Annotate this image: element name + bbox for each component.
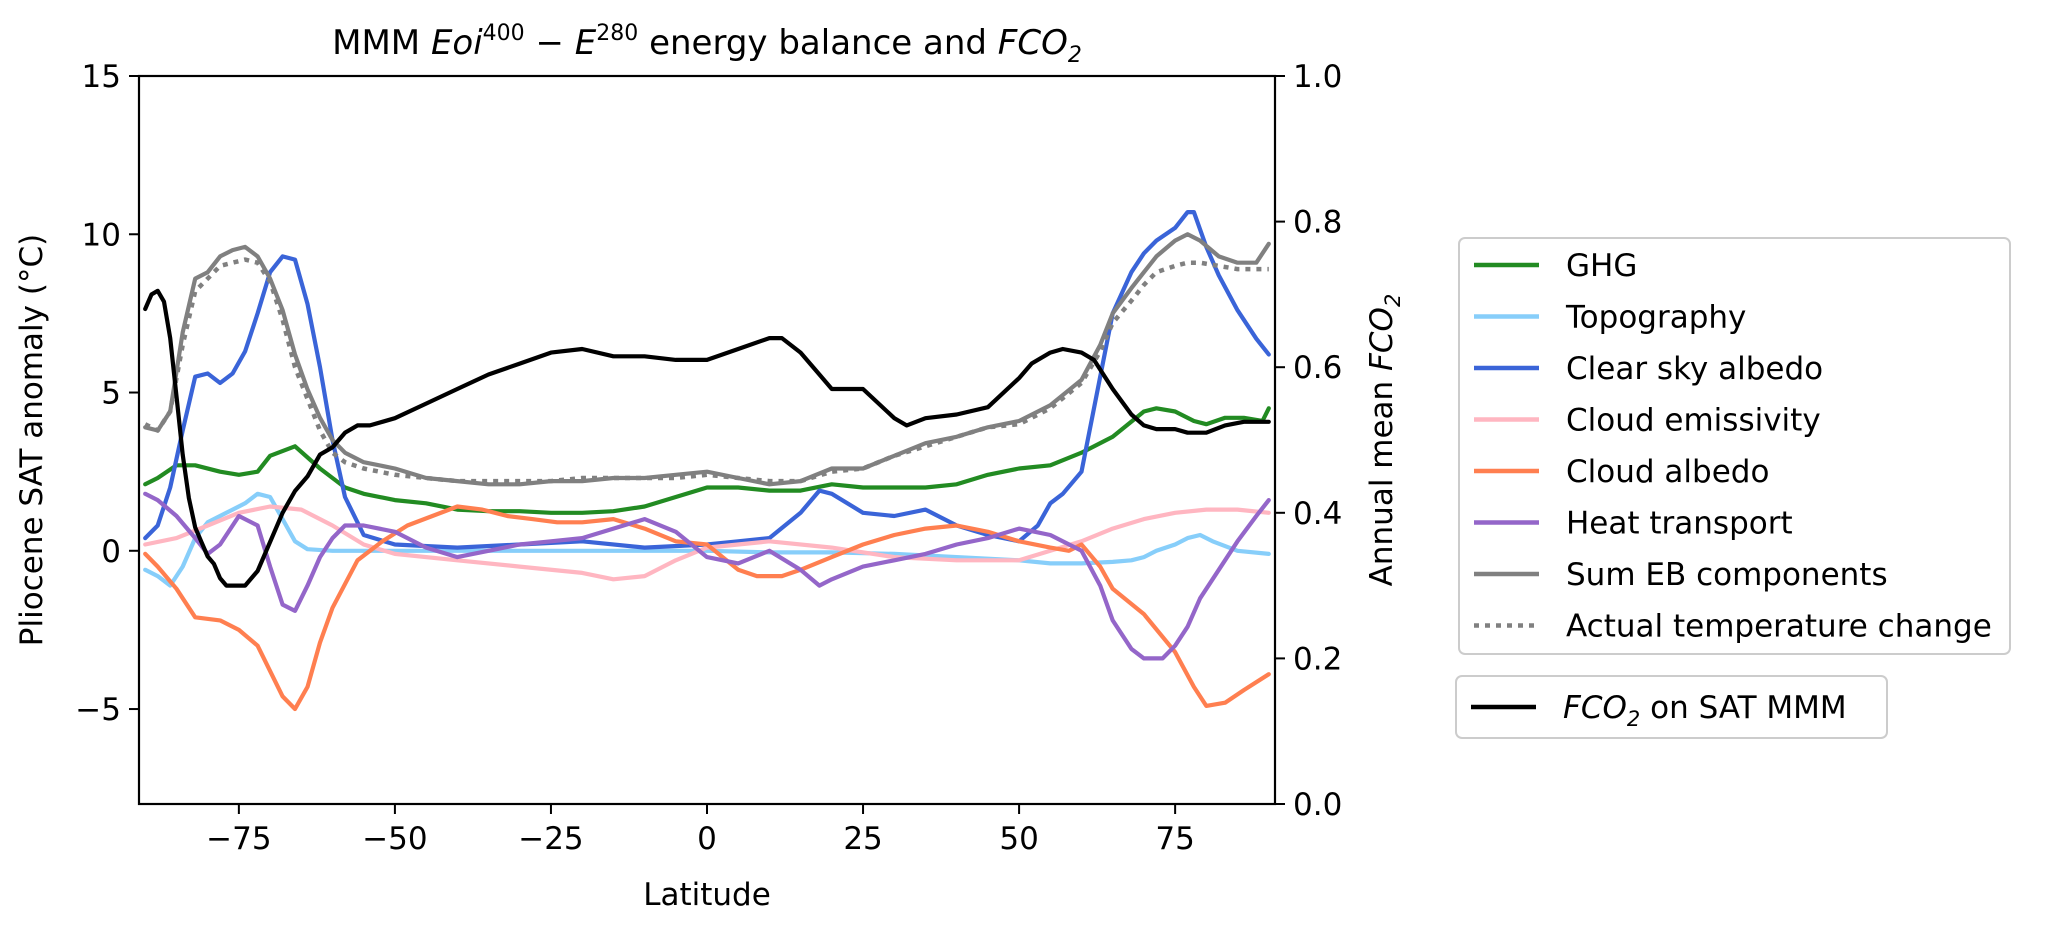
legend-main: GHG Topography Clear sky albedo Cloud emiss…: [1458, 237, 2011, 655]
legend-label-cloud-emissivity: Cloud emissivity: [1566, 403, 1821, 439]
legend-secondary: FCO2 on SAT MMM: [1455, 675, 1888, 739]
series-line-cloud-emissivity: [143, 504, 1271, 582]
x-tick-label: 25: [843, 821, 882, 857]
legend-label-heat-transport: Heat transport: [1566, 506, 1793, 542]
y2-tick-label: 0.4: [1293, 496, 1342, 532]
x-tick-label: −50: [362, 821, 427, 857]
y2-tick-label: 0.0: [1293, 787, 1342, 823]
series-line-sum-eb-components: [143, 232, 1271, 487]
tick-layer: −75 −50 −25 0 25 50 75−50510150.00.20.40.60.81…: [75, 59, 1342, 857]
y2-tick-label: 0.6: [1293, 350, 1342, 386]
y-tick-label: 5: [101, 376, 121, 412]
y-tick-label: 15: [82, 59, 121, 95]
legend-label-topography: Topography: [1565, 300, 1746, 336]
chart-title: MMM Eoi400 − E280 energy balance and FCO…: [332, 21, 1082, 68]
x-tick-label: −25: [518, 821, 583, 857]
series-layer: [143, 210, 1271, 712]
series-line-topography: [143, 491, 1271, 588]
legend-label-ghg: GHG: [1566, 248, 1637, 284]
x-tick-label: 75: [1155, 821, 1194, 857]
series-line-cloud-albedo: [143, 504, 1271, 712]
x-tick-label: 0: [697, 821, 717, 857]
y2-axis-label: Annual mean FCO2: [1364, 294, 1405, 587]
legend-label-clear-sky-albedo: Clear sky albedo: [1566, 351, 1823, 387]
y-tick-label: 0: [101, 534, 121, 570]
y2-tick-label: 1.0: [1293, 59, 1342, 95]
legend-label-actual-temperature-change: Actual temperature change: [1566, 609, 1992, 645]
y-axis-label: Pliocene SAT anomaly (°C): [14, 234, 50, 646]
legend-secondary-label: FCO2 on SAT MMM: [1563, 690, 1847, 731]
x-tick-label: 50: [999, 821, 1038, 857]
y-tick-label: 10: [82, 217, 121, 253]
legend-label-sum-eb-components: Sum EB components: [1566, 557, 1888, 593]
series-line-clear-sky-albedo: [143, 210, 1271, 550]
x-tick-label: −75: [206, 821, 271, 857]
legend-main-box: [1458, 237, 2011, 655]
x-axis-label: Latitude: [643, 877, 771, 913]
series-line-heat-transport: [143, 491, 1271, 661]
y2-tick-label: 0.2: [1293, 641, 1342, 677]
legend-secondary-box: [1455, 675, 1888, 739]
series-line-fco2-on-sat-mmm: [143, 288, 1271, 588]
y2-tick-label: 0.8: [1293, 205, 1342, 241]
series-line-ghg: [143, 406, 1271, 515]
legend-label-cloud-albedo: Cloud albedo: [1566, 454, 1769, 490]
y-tick-label: −5: [75, 692, 121, 728]
